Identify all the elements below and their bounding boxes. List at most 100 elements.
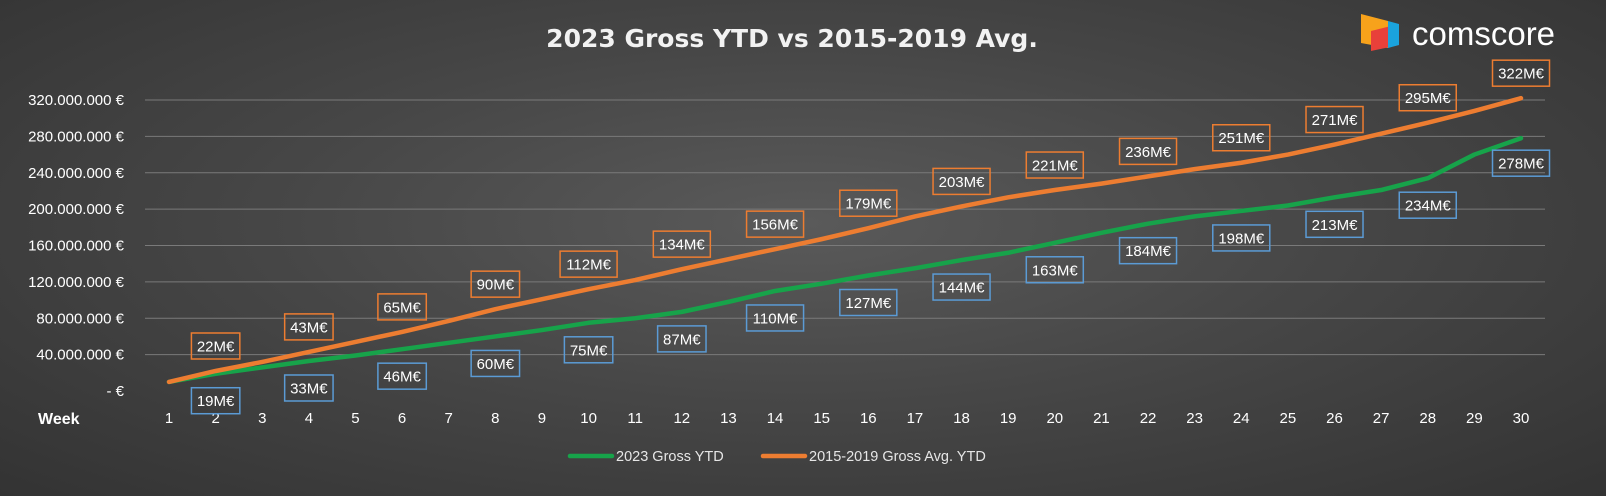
data-label-box <box>839 189 898 217</box>
x-tick-label: 21 <box>1093 410 1110 427</box>
data-label-text: 87M€ <box>663 331 701 348</box>
series-line-2015-2019-avg-ytd <box>166 95 1524 385</box>
data-label-text: 144M€ <box>939 280 986 297</box>
x-tick-label: 27 <box>1373 410 1390 427</box>
x-tick-label: 7 <box>445 410 453 427</box>
data-label: 251M€ <box>1212 123 1271 152</box>
data-label-text: 234M€ <box>1405 198 1452 215</box>
data-label-text: 295M€ <box>1405 90 1452 107</box>
data-label-text: 46M€ <box>383 369 421 386</box>
logo-blue-shape <box>1388 21 1399 48</box>
data-label-box <box>377 293 428 321</box>
y-tick-label: 80.000.000 € <box>36 310 124 327</box>
x-tick-label: 12 <box>673 410 690 427</box>
data-label-box <box>190 386 241 415</box>
x-axis-label: Week <box>38 411 80 428</box>
x-tick-label: 25 <box>1280 410 1297 427</box>
data-label: 184M€ <box>1118 236 1178 265</box>
data-label-box <box>1398 191 1458 219</box>
data-label: 43M€ <box>283 313 334 341</box>
data-label-box <box>470 270 521 298</box>
data-label: 87M€ <box>656 325 707 353</box>
data-label-box <box>190 332 241 360</box>
x-tick-label: 19 <box>1000 410 1017 427</box>
x-tick-label: 14 <box>767 410 784 427</box>
data-label-box <box>559 250 618 278</box>
data-label-text: 65M€ <box>383 299 421 316</box>
data-label-text: 33M€ <box>290 380 328 397</box>
x-tick-label: 9 <box>538 410 546 427</box>
y-axis-ticks: - € 40.000.000 € 80.000.000 € 120.000.000 €… <box>28 92 125 400</box>
data-label-box <box>283 313 334 341</box>
data-label-text: 278M€ <box>1498 156 1545 173</box>
data-label: 60M€ <box>470 349 521 378</box>
data-label-text: 251M€ <box>1218 130 1265 147</box>
data-label-box <box>656 325 707 353</box>
data-label: 163M€ <box>1025 256 1085 284</box>
data-label-text: 43M€ <box>290 319 328 336</box>
data-label: 144M€ <box>932 273 991 301</box>
data-label-text: 90M€ <box>477 277 515 294</box>
data-label-text: 221M€ <box>1032 158 1079 175</box>
data-label: 90M€ <box>470 270 521 298</box>
data-label-box <box>470 349 521 378</box>
data-label-box <box>283 374 334 402</box>
x-tick-label: 16 <box>860 410 877 427</box>
x-tick-label: 30 <box>1513 410 1530 427</box>
x-tick-label: 10 <box>580 410 597 427</box>
x-tick-label: 23 <box>1186 410 1203 427</box>
data-labels: 19M€ 33M€ 46M€ 60M€ 75M€ 87M€ 110M€ 127M€ 144M€ 1… <box>190 59 1551 415</box>
data-label: 156M€ <box>745 210 805 238</box>
data-label-text: 75M€ <box>570 342 608 359</box>
x-tick-label: 1 <box>165 410 173 427</box>
data-label-box <box>932 167 991 196</box>
data-label-box <box>1305 105 1364 134</box>
x-tick-label: 2 <box>211 410 219 427</box>
data-label-text: 19M€ <box>197 393 235 410</box>
data-label-text: 179M€ <box>845 196 892 213</box>
data-label-box <box>1398 83 1458 112</box>
legend-entry: 2023 Gross YTD <box>616 449 724 465</box>
data-label-text: 184M€ <box>1125 243 1172 260</box>
data-label: 46M€ <box>377 362 428 390</box>
data-label: 278M€ <box>1491 149 1551 177</box>
data-label: 22M€ <box>190 332 241 360</box>
data-label-box <box>745 304 805 332</box>
legend-entry: 2015-2019 Gross Avg. YTD <box>809 449 986 465</box>
data-label-text: 203M€ <box>939 174 986 191</box>
data-label-text: 322M€ <box>1498 66 1545 83</box>
data-label-text: 236M€ <box>1125 144 1172 161</box>
data-label-text: 198M€ <box>1218 230 1265 247</box>
data-label: 134M€ <box>652 230 712 258</box>
legend: 2023 Gross YTD 2015-2019 Gross Avg. YTD <box>567 449 986 465</box>
y-tick-label: 200.000.000 € <box>28 201 125 218</box>
data-label-text: 271M€ <box>1312 112 1359 129</box>
x-tick-label: 3 <box>258 410 266 427</box>
data-label-box <box>1025 151 1085 179</box>
series-lines <box>166 95 1524 385</box>
data-label-box <box>377 362 428 390</box>
x-tick-label: 20 <box>1046 410 1063 427</box>
y-tick-label: 240.000.000 € <box>28 165 125 182</box>
data-label-box <box>839 288 898 317</box>
y-tick-label: 120.000.000 € <box>28 274 125 291</box>
data-label-box <box>1212 224 1271 252</box>
x-tick-label: 15 <box>813 410 830 427</box>
data-label: 112M€ <box>559 250 618 278</box>
data-label-text: 127M€ <box>845 295 892 312</box>
data-label-box <box>1118 236 1178 265</box>
data-label: 213M€ <box>1305 210 1364 239</box>
y-tick-label: 320.000.000 € <box>28 92 125 109</box>
data-label-text: 60M€ <box>477 356 515 373</box>
data-label-text: 156M€ <box>752 217 799 234</box>
data-label-box <box>1491 149 1551 177</box>
data-label-text: 110M€ <box>753 310 798 327</box>
y-tick-label: 280.000.000 € <box>28 128 125 145</box>
data-label: 65M€ <box>377 293 428 321</box>
x-tick-label: 11 <box>627 410 643 427</box>
x-axis-ticks: 1 2 3 4 5 6 7 8 9 10 11 12 13 14 15 16 17 18 19 20 21 22 23 24 2… <box>165 410 1530 427</box>
data-label: 322M€ <box>1491 59 1551 87</box>
x-tick-label: 24 <box>1233 410 1250 427</box>
data-label-box <box>1212 123 1271 152</box>
